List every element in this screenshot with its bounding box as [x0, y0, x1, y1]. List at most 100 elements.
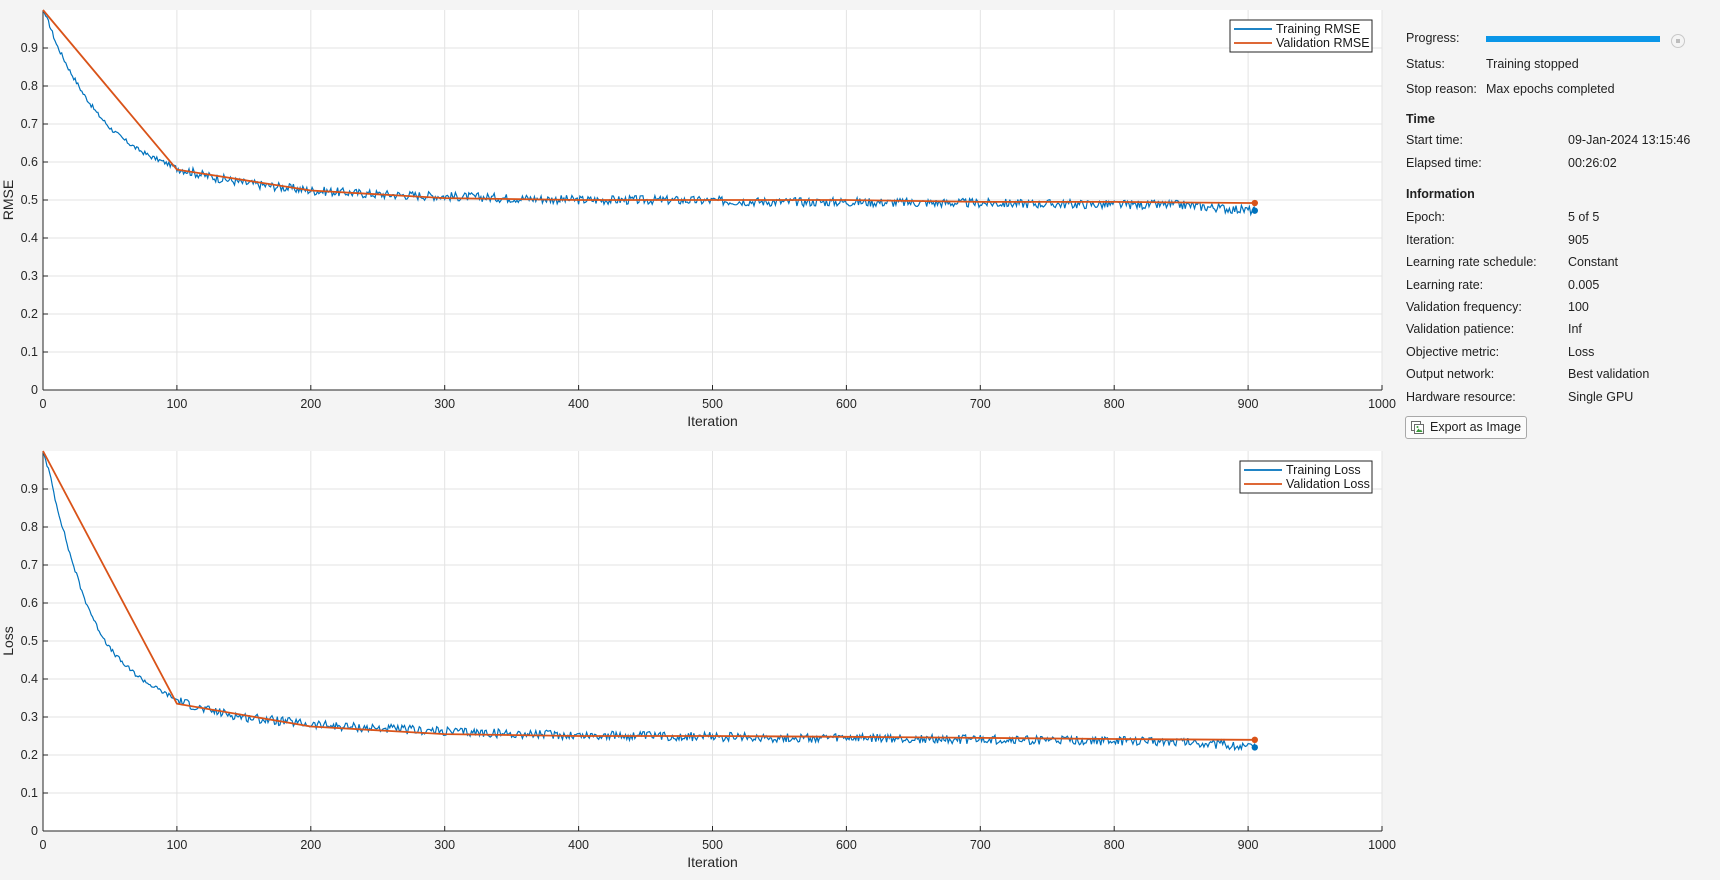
status-value: Training stopped: [1486, 57, 1579, 71]
y-tick-label: 0.2: [21, 307, 38, 321]
y-tick-label: 0.7: [21, 117, 38, 131]
info-label: Learning rate schedule:: [1406, 255, 1537, 269]
x-tick-label: 700: [970, 838, 991, 852]
training-plots: 0 100 200 300 400 500 600 700 800 900 100000.10.20…: [0, 9, 1396, 870]
elapsed-time-label: Elapsed time:: [1406, 156, 1482, 170]
series-line-2: [42, 9, 1255, 204]
y-tick-label: 0.3: [21, 710, 38, 724]
legend-label-1: Training Loss: [1286, 463, 1361, 477]
info-value: Constant: [1568, 255, 1619, 269]
y-tick-label: 0.9: [21, 41, 38, 55]
info-label: Output network:: [1406, 367, 1495, 381]
y-tick-label: 0.8: [21, 79, 38, 93]
y-axis-label: Loss: [0, 626, 16, 656]
info-value: 905: [1568, 233, 1589, 247]
legend-label-2: Validation Loss: [1286, 477, 1370, 491]
x-tick-label: 1000: [1368, 397, 1396, 411]
info-value: 0.005: [1568, 278, 1600, 292]
x-tick-label: 500: [702, 397, 723, 411]
y-tick-label: 0.2: [21, 748, 38, 762]
y-tick-label: 0.3: [21, 269, 38, 283]
progress-label: Progress:: [1406, 31, 1460, 45]
legend-label-1: Training RMSE: [1276, 22, 1360, 36]
y-tick-label: 0.9: [21, 482, 38, 496]
status-label: Status:: [1406, 57, 1445, 71]
chart-2: 0 100 200 300 400 500 600 700 800 900 1000 0 0.1 0.2 0…: [0, 450, 1396, 870]
series-end-marker-1: [1251, 207, 1258, 214]
progress-bar: [1486, 36, 1660, 42]
x-tick-label: 600: [836, 838, 857, 852]
y-tick-label: 0.1: [21, 786, 38, 800]
info-label: Epoch:: [1406, 210, 1445, 224]
x-tick-label: 800: [1104, 838, 1125, 852]
series-line-2: [42, 450, 1255, 741]
x-tick-label: 700: [970, 397, 991, 411]
x-tick-label: 900: [1238, 397, 1259, 411]
info-label: Iteration:: [1406, 233, 1455, 247]
training-info-panel: Progress: Status: Training stopped Stop …: [1396, 0, 1720, 880]
info-label: Objective metric:: [1406, 345, 1500, 359]
info-value: 100: [1568, 300, 1589, 314]
stop-reason-label: Stop reason:: [1406, 82, 1477, 96]
x-tick-label: 400: [568, 838, 589, 852]
info-label: Hardware resource:: [1406, 390, 1516, 404]
y-tick-label: 0.5: [21, 634, 38, 648]
start-time-label: Start time:: [1406, 133, 1463, 147]
x-tick-label: 300: [434, 838, 455, 852]
y-tick-label: 0.4: [21, 231, 38, 245]
x-tick-label: 1000: [1368, 838, 1396, 852]
y-tick-label: 0.8: [21, 520, 38, 534]
x-tick-label: 800: [1104, 397, 1125, 411]
x-tick-label: 200: [300, 397, 321, 411]
info-value: Loss: [1568, 345, 1595, 359]
x-tick-label: 0: [40, 397, 47, 411]
info-label: Validation frequency:: [1406, 300, 1522, 314]
x-tick-label: 200: [300, 838, 321, 852]
info-value: Single GPU: [1568, 390, 1634, 404]
y-tick-label: 0.5: [21, 193, 38, 207]
stop-training-button[interactable]: [1671, 34, 1685, 48]
legend-box: [1229, 19, 1373, 53]
chart-1: 0 100 200 300 400 500 600 700 800 900 1000 0 0.1 0.2 0…: [0, 9, 1396, 429]
x-tick-label: 100: [166, 397, 187, 411]
x-tick-label: 300: [434, 397, 455, 411]
series-end-marker-2: [1251, 736, 1258, 743]
series-line-1: [42, 450, 1256, 752]
y-tick-label: 0: [31, 383, 38, 397]
x-tick-label: 500: [702, 838, 723, 852]
info-value: Best validation: [1568, 367, 1650, 381]
y-tick-label: 0.6: [21, 596, 38, 610]
information-section-title: Information: [1406, 187, 1475, 201]
stop-reason-value: Max epochs completed: [1486, 82, 1615, 96]
time-section-title: Time: [1406, 112, 1435, 126]
y-axis-label: RMSE: [0, 180, 16, 220]
export-as-image-label: Export as Image: [1430, 420, 1522, 434]
progress-bar-fill: [1486, 36, 1660, 42]
x-tick-label: 900: [1238, 838, 1259, 852]
x-axis-label: Iteration: [687, 854, 738, 870]
series-end-marker-1: [1251, 744, 1258, 751]
info-label: Validation patience:: [1406, 322, 1515, 336]
x-tick-label: 0: [40, 838, 47, 852]
elapsed-time-value: 00:26:02: [1568, 156, 1617, 170]
x-tick-label: 400: [568, 397, 589, 411]
y-tick-label: 0.1: [21, 345, 38, 359]
export-image-icon: [1411, 421, 1424, 434]
y-tick-label: 0.4: [21, 672, 38, 686]
info-value: Inf: [1568, 322, 1582, 336]
info-value: 5 of 5: [1568, 210, 1600, 224]
series-end-marker-2: [1251, 199, 1258, 207]
legend-label-2: Validation RMSE: [1276, 36, 1370, 50]
info-label: Learning rate:: [1406, 278, 1484, 292]
x-tick-label: 600: [836, 397, 857, 411]
export-as-image-button[interactable]: Export as Image: [1405, 416, 1528, 439]
y-tick-label: 0.6: [21, 155, 38, 169]
start-time-value: 09-Jan-2024 13:15:46: [1568, 133, 1691, 147]
x-tick-label: 100: [166, 838, 187, 852]
x-axis-label: Iteration: [687, 413, 738, 429]
y-tick-label: 0: [31, 824, 38, 838]
legend-box: [1239, 460, 1373, 494]
y-tick-label: 0.7: [21, 558, 38, 572]
